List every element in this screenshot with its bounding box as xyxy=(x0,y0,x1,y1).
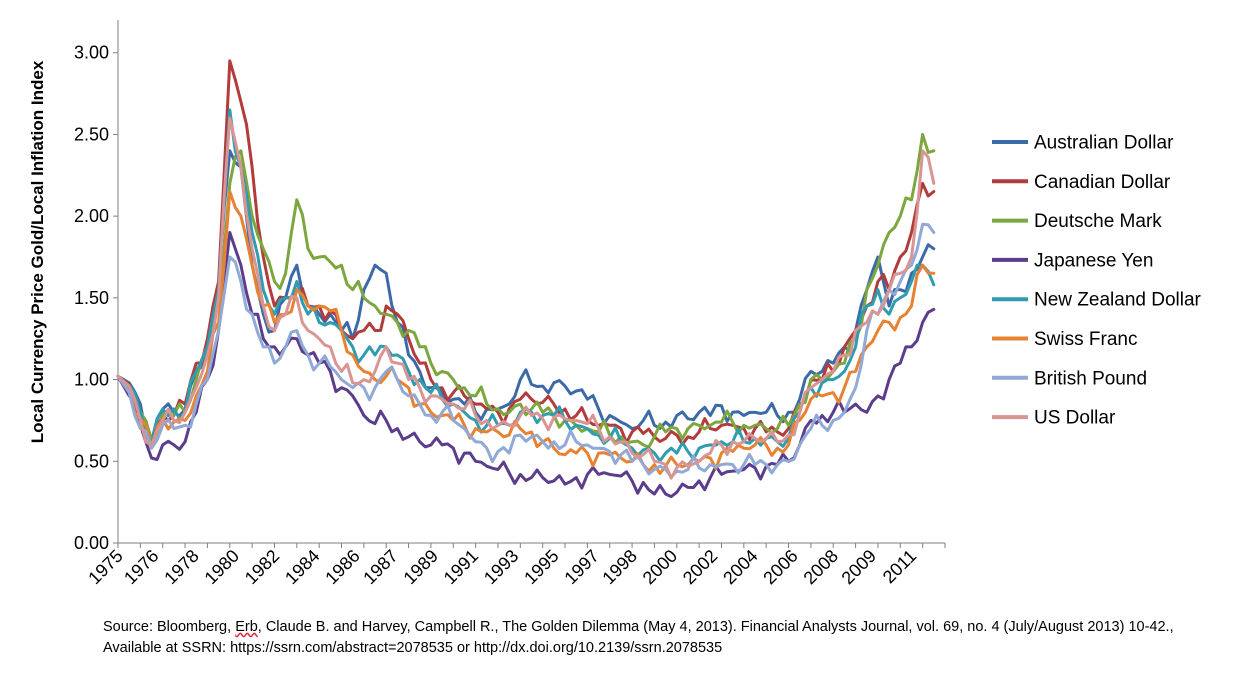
x-tick-label: 1982 xyxy=(241,546,283,588)
x-tick-label: 1987 xyxy=(359,546,401,588)
y-axis-title-group: Local Currency Price Gold/Local Inflatio… xyxy=(28,60,47,443)
y-tick-label: 2.50 xyxy=(74,124,109,144)
series-lines xyxy=(116,59,936,499)
x-tick-label: 2004 xyxy=(719,546,761,588)
x-tick-label: 2011 xyxy=(879,546,921,588)
y-tick-label: 2.00 xyxy=(74,206,109,226)
series-line-british-pound xyxy=(116,222,936,479)
source-prefix: Source: Bloomberg, xyxy=(103,619,236,635)
x-tick-label: 1989 xyxy=(400,546,442,588)
legend: Australian Dollar Canadian Dollar Deutsche… xyxy=(992,133,1202,429)
x-tick-label: 1980 xyxy=(201,546,243,588)
legend-label: Swiss Franc xyxy=(1034,329,1137,350)
legend-label: US Dollar xyxy=(1034,408,1116,429)
x-tick-label: 1993 xyxy=(480,546,522,588)
x-tick-labels: 1975197619781980198219841986198719891991… xyxy=(84,543,946,588)
series-line-deutsche-mark xyxy=(116,132,936,449)
x-tick-label: 1998 xyxy=(598,546,640,588)
x-tick-label: 2006 xyxy=(759,546,801,588)
x-tick-label: 1976 xyxy=(120,546,162,588)
axes xyxy=(117,20,945,544)
y-tick-label: 3.00 xyxy=(74,43,109,63)
y-tick-label: 0.00 xyxy=(74,533,109,553)
source-erb: Erb xyxy=(235,619,258,635)
y-tick-label: 1.50 xyxy=(74,288,109,308)
legend-label: Canadian Dollar xyxy=(1034,172,1171,193)
series-line-swiss-franc xyxy=(116,190,936,475)
x-tick-label: 1978 xyxy=(160,546,202,588)
x-tick-label: 1984 xyxy=(281,546,323,588)
chart-svg: Local Currency Price Gold/Local Inflatio… xyxy=(28,20,1202,588)
legend-label: Australian Dollar xyxy=(1034,133,1174,154)
source-note: Source: Bloomberg, Erb, Claude B. and Ha… xyxy=(103,617,1223,659)
x-tick-label: 1997 xyxy=(560,546,602,588)
legend-label: British Pound xyxy=(1034,368,1147,389)
series-line-japanese-yen xyxy=(116,231,936,499)
source-rest: , Claude B. and Harvey, Campbell R., The… xyxy=(103,619,1174,656)
x-tick-label: 1995 xyxy=(520,546,562,588)
y-tick-label: 0.50 xyxy=(74,451,109,471)
x-tick-label: 2000 xyxy=(639,546,681,588)
legend-label: New Zealand Dollar xyxy=(1034,290,1202,311)
y-axis-title: Local Currency Price Gold/Local Inflatio… xyxy=(28,60,47,443)
legend-label: Deutsche Mark xyxy=(1034,211,1162,232)
x-tick-label: 2008 xyxy=(800,546,842,588)
series-line-us-dollar xyxy=(116,116,936,480)
x-tick-label: 2009 xyxy=(838,546,880,588)
x-tick-label: 1991 xyxy=(440,546,482,588)
x-tick-label: 2002 xyxy=(679,546,721,588)
y-tick-label: 1.00 xyxy=(74,370,109,390)
y-tick-labels: 0.00 0.50 1.00 1.50 2.00 2.50 3.00 xyxy=(74,43,118,553)
legend-label: Japanese Yen xyxy=(1034,250,1153,271)
x-tick-label: 1986 xyxy=(321,546,363,588)
